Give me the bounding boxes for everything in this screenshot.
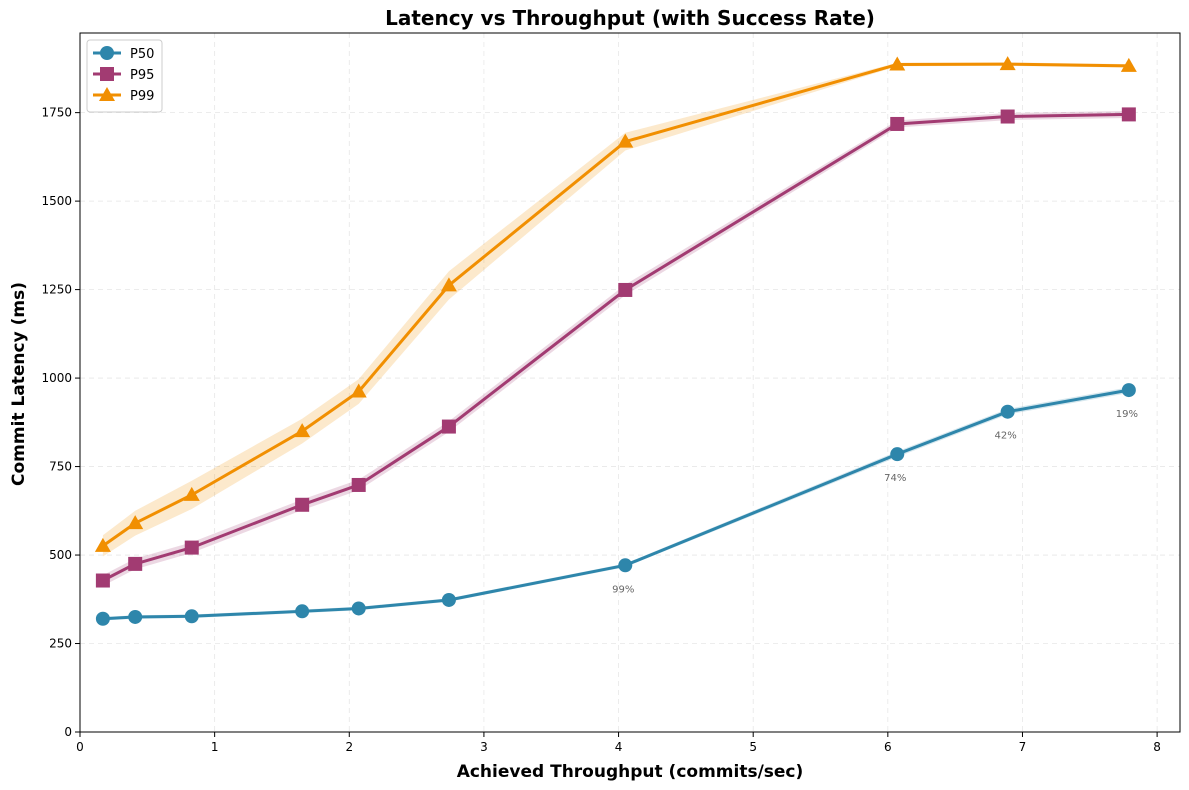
marker-p95 (1000, 109, 1015, 124)
marker-p50 (441, 592, 456, 607)
band-p99 (102, 62, 1129, 557)
x-tick-label: 2 (345, 740, 353, 754)
band-p95 (102, 110, 1129, 586)
line-p95 (101, 112, 1131, 583)
y-tick-label: 250 (49, 637, 72, 651)
x-tick-label: 5 (749, 740, 757, 754)
marker-p50 (295, 604, 310, 619)
y-tick-label: 0 (64, 725, 72, 739)
marker-p50 (95, 611, 110, 626)
legend-label-p95: P95 (130, 68, 154, 83)
legend-marker-p50 (100, 46, 114, 60)
legend-marker-p99 (99, 87, 115, 101)
marker-p99 (440, 277, 457, 292)
marker-p95 (618, 282, 633, 297)
x-tick-label: 7 (1019, 740, 1027, 754)
y-axis-title: Commit Latency (ms) (9, 282, 29, 486)
y-tick-label: 1000 (41, 371, 72, 385)
marker-p95 (128, 556, 143, 571)
marker-p50 (1000, 404, 1015, 419)
marker-p99 (1120, 57, 1137, 72)
success-rate-label: 74% (884, 473, 906, 484)
marker-p99 (294, 423, 311, 438)
success-rate-label: 99% (612, 584, 634, 595)
marker-p95 (184, 540, 199, 555)
legend-marker-p95 (100, 67, 114, 81)
band-p50 (102, 387, 1129, 621)
marker-p95 (95, 573, 110, 588)
line-p99 (101, 62, 1131, 548)
marker-p50 (351, 601, 366, 616)
marker-p99 (350, 383, 367, 398)
success-rate-annotations: 99% 74% 42% 19% (612, 409, 1138, 595)
marker-p50 (128, 609, 143, 624)
y-tick-label: 1750 (41, 106, 72, 120)
marker-p99 (127, 515, 144, 530)
marker-p95 (890, 116, 905, 131)
marker-p50 (890, 447, 905, 462)
marker-p50 (618, 558, 633, 573)
legend-label-p99: P99 (130, 89, 154, 104)
x-tick-label: 1 (211, 740, 219, 754)
marker-p95 (295, 497, 310, 512)
x-tick-label: 0 (76, 740, 84, 754)
legend-label-p50: P50 (130, 47, 154, 62)
y-tick-label: 500 (49, 548, 72, 562)
confidence-bands (102, 62, 1129, 621)
marker-p50 (1121, 383, 1136, 398)
x-tick-label: 3 (480, 740, 488, 754)
marker-p99 (889, 56, 906, 71)
series-markers (94, 56, 1137, 626)
marker-p99 (617, 133, 634, 148)
marker-p99 (183, 486, 200, 501)
marker-p95 (1121, 107, 1136, 122)
legend: P50 P95 P99 (86, 39, 163, 113)
marker-p99 (999, 56, 1016, 71)
line-p50 (101, 388, 1131, 621)
marker-p95 (351, 477, 366, 492)
y-tick-label: 750 (49, 460, 72, 474)
success-rate-label: 42% (995, 431, 1017, 442)
success-rate-label: 19% (1116, 409, 1138, 420)
y-tick-label: 1500 (41, 194, 72, 208)
marker-p95 (441, 419, 456, 434)
x-axis-title: Achieved Throughput (commits/sec) (457, 762, 804, 782)
plot-frame (79, 32, 1181, 733)
chart-title: Latency vs Throughput (with Success Rate… (385, 6, 875, 30)
axes: 0 1 2 3 4 5 6 7 8 0 250 500 750 1000 1250 1500 1750 (41, 32, 1181, 754)
y-tick-label: 1250 (41, 283, 72, 297)
marker-p50 (184, 609, 199, 624)
marker-p99 (94, 537, 111, 552)
x-tick-label: 6 (884, 740, 892, 754)
x-tick-label: 8 (1153, 740, 1161, 754)
x-tick-label: 4 (615, 740, 623, 754)
series-lines (101, 62, 1131, 621)
